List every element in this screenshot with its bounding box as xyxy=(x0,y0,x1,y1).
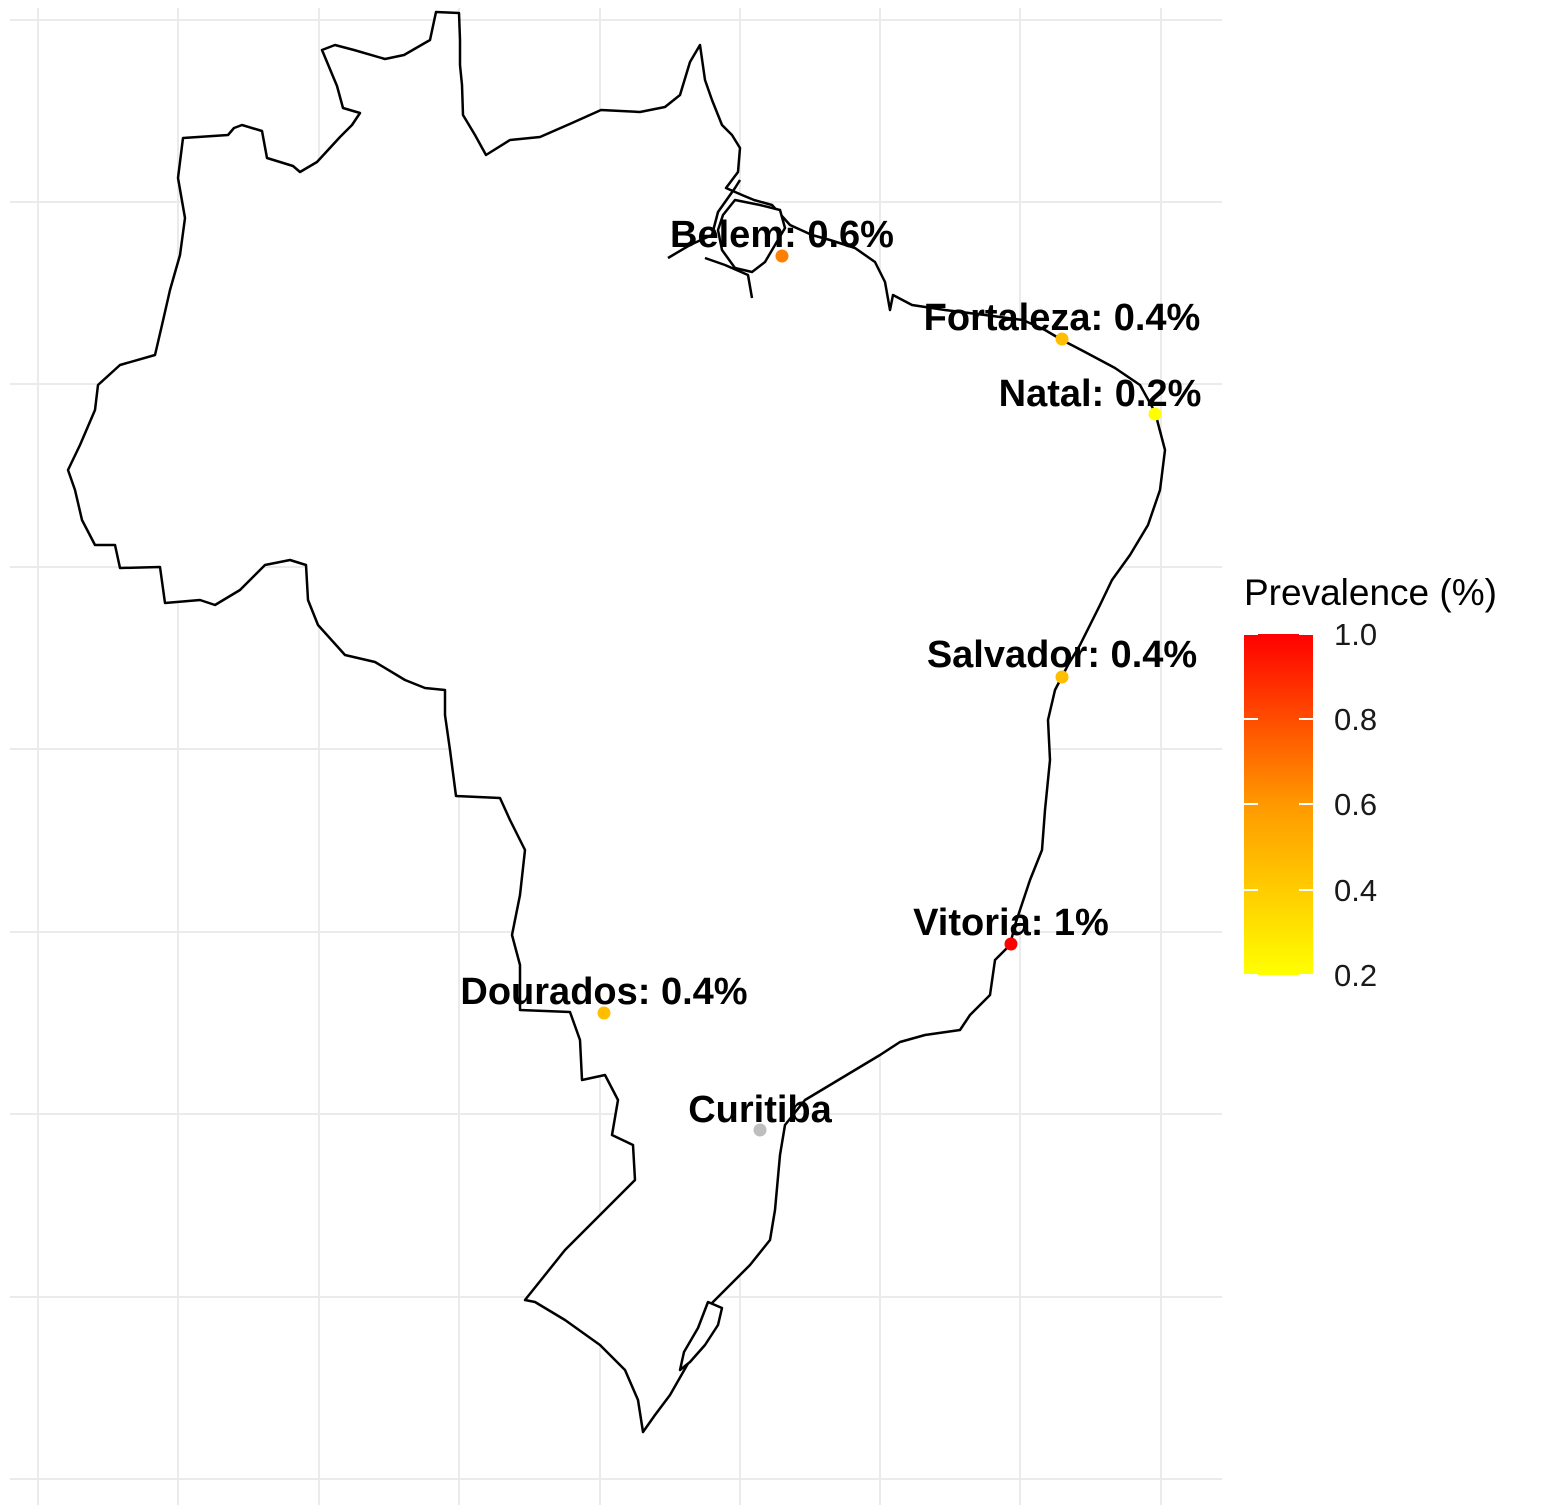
legend-tick-0-2: 0.2 xyxy=(1334,958,1377,993)
legend-tick-marks xyxy=(1244,633,1313,976)
city-label-natal: Natal: 0.2% xyxy=(999,373,1202,415)
city-point-curitiba xyxy=(753,1123,767,1137)
brazil-outline xyxy=(66,10,1167,1434)
brazil-border xyxy=(66,10,1167,1434)
amazon-delta xyxy=(667,179,754,299)
city-label-dourados: Dourados: 0.4% xyxy=(460,971,747,1013)
city-point-belem xyxy=(775,249,789,263)
city-points xyxy=(597,249,1162,1137)
city-labels: Belem: 0.6% Fortaleza: 0.4% Natal: 0.2% … xyxy=(460,214,1201,1131)
city-point-natal xyxy=(1148,407,1162,421)
legend-title: Prevalence (%) xyxy=(1244,572,1497,613)
city-point-dourados xyxy=(597,1006,611,1020)
marajo-island xyxy=(716,198,787,274)
city-label-salvador: Salvador: 0.4% xyxy=(927,634,1197,676)
city-point-vitoria xyxy=(1004,937,1018,951)
legend-tick-0-8: 0.8 xyxy=(1334,702,1377,737)
legend-tick-0-4: 0.4 xyxy=(1334,873,1377,908)
city-point-salvador xyxy=(1055,670,1069,684)
lagoa-dos-patos xyxy=(678,1300,724,1372)
city-label-vitoria: Vitoria: 1% xyxy=(913,902,1109,944)
city-point-fortaleza xyxy=(1055,332,1069,346)
city-label-belem: Belem: 0.6% xyxy=(670,214,894,256)
legend: Prevalence (%) 1.0 0.8 0.6 0.4 0.2 xyxy=(1244,572,1497,993)
legend-tick-1-0: 1.0 xyxy=(1334,617,1377,652)
city-label-fortaleza: Fortaleza: 0.4% xyxy=(924,297,1201,339)
legend-tick-0-6: 0.6 xyxy=(1334,787,1377,822)
